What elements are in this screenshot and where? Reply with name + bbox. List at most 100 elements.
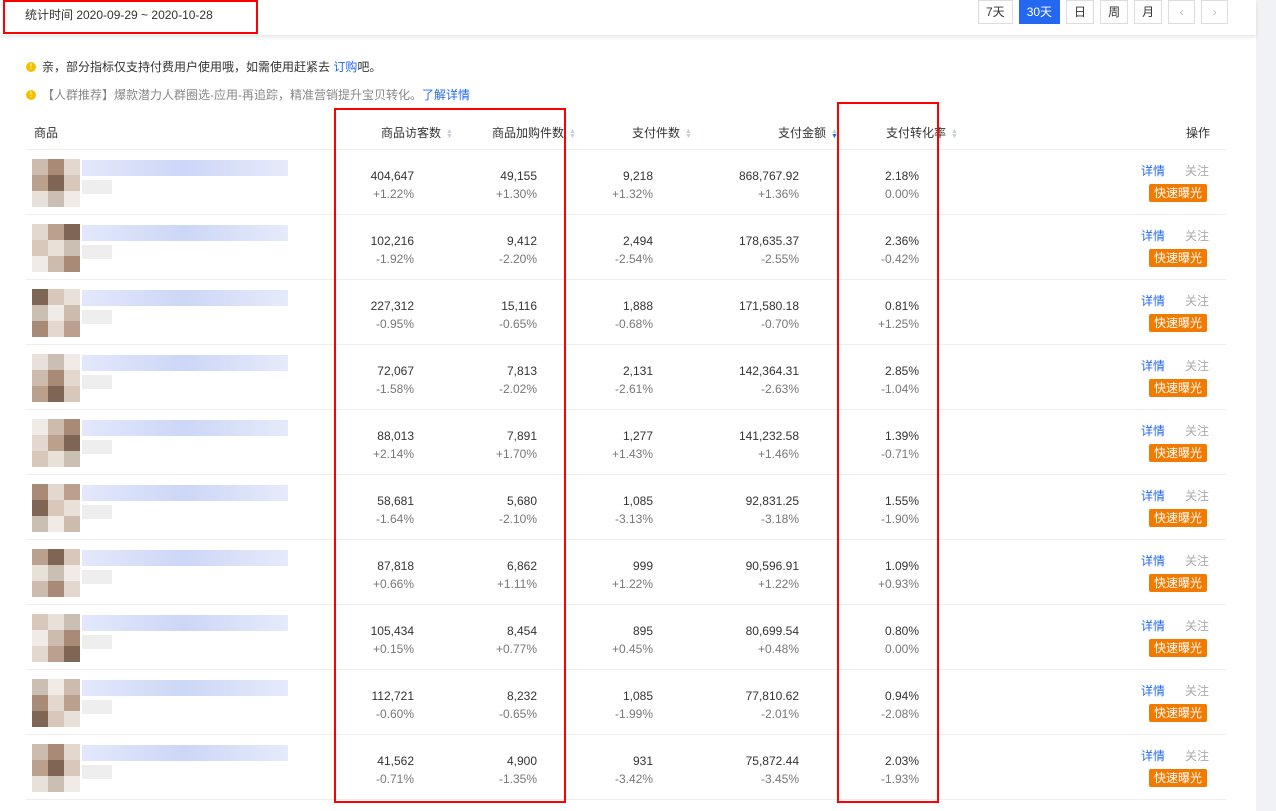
col-visitors[interactable]: 商品访客数 ▲ ▼ <box>380 126 453 140</box>
table-row: 72,067 -1.58% 7,813 -2.02% 2,131 -2.61% 142,36… <box>26 345 1226 410</box>
notice-suffix: 吧。 <box>357 60 382 74</box>
follow-link[interactable]: 关注 <box>1185 294 1210 308</box>
cell-visitors: 227,312 -0.95% <box>370 299 414 331</box>
product-thumbnail[interactable] <box>32 744 80 792</box>
product-thumbnail[interactable] <box>32 419 80 467</box>
cell-pay-items: 895 +0.45% <box>611 624 653 656</box>
col-actions: 操作 <box>1185 126 1210 140</box>
scrollbar-track[interactable] <box>1256 0 1276 811</box>
product-title-blurred[interactable] <box>82 485 288 501</box>
product-title-blurred[interactable] <box>82 615 288 631</box>
table-row: 112,721 -0.60% 8,232 -0.65% 1,085 -1.99% 77,81… <box>26 670 1226 735</box>
follow-link[interactable]: 关注 <box>1185 424 1210 438</box>
cell-conversion: 2.36% -0.42% <box>880 234 919 266</box>
range-month-button[interactable]: 月 <box>1134 0 1163 24</box>
product-title-blurred[interactable] <box>82 745 288 761</box>
cell-pay-items: 999 +1.22% <box>611 559 653 591</box>
product-title-blurred[interactable] <box>82 355 288 371</box>
product-thumbnail[interactable] <box>32 354 80 402</box>
cell-pay-items: 1,085 -3.13% <box>614 494 653 526</box>
range-30d-button[interactable]: 30天 <box>1018 0 1061 24</box>
product-title-blurred[interactable] <box>82 420 288 436</box>
cell-pay-amount: 178,635.37 -2.55% <box>738 234 799 266</box>
col-pay-amount[interactable]: 支付金额 ▲ ▼ <box>777 126 838 140</box>
detail-link[interactable]: 详情 <box>1141 749 1166 763</box>
table-row: 58,681 -1.64% 5,680 -2.10% 1,085 -3.13% 92,831… <box>26 475 1226 540</box>
product-thumbnail[interactable] <box>32 679 80 727</box>
product-title-blurred[interactable] <box>82 550 288 566</box>
sort-icon: ▲ ▼ <box>951 127 958 140</box>
col-cart[interactable]: 商品加购件数 ▲ ▼ <box>491 126 576 140</box>
range-day-button[interactable]: 日 <box>1066 0 1095 24</box>
notice-subscribe: ! 亲，部分指标仅支持付费用户使用哦，如需使用赶紧去 订购吧。 <box>26 58 381 75</box>
col-pay-items[interactable]: 支付件数 ▲ ▼ <box>631 126 692 140</box>
detail-link[interactable]: 详情 <box>1141 489 1166 503</box>
cell-pay-amount: 142,364.31 -2.63% <box>738 364 799 396</box>
product-subtitle-blurred <box>82 180 112 194</box>
product-thumbnail[interactable] <box>32 159 80 207</box>
cell-conversion: 1.55% -1.90% <box>880 494 919 526</box>
boost-button[interactable]: 快速曝光 <box>1149 769 1208 787</box>
next-icon[interactable]: › <box>1201 0 1229 24</box>
cell-cart: 4,900 -1.35% <box>498 754 537 786</box>
product-title-blurred[interactable] <box>82 290 288 306</box>
product-subtitle-blurred <box>82 440 112 454</box>
detail-link[interactable]: 详情 <box>1141 229 1166 243</box>
boost-button[interactable]: 快速曝光 <box>1149 184 1208 202</box>
highlight-box <box>837 102 939 803</box>
table-row: 87,818 +0.66% 6,862 +1.11% 999 +1.22% 90,596.9… <box>26 540 1226 605</box>
cell-pay-amount: 141,232.58 +1.46% <box>738 429 799 461</box>
warning-icon: ! <box>26 61 36 72</box>
product-title-blurred[interactable] <box>82 160 288 176</box>
boost-button[interactable]: 快速曝光 <box>1149 574 1208 592</box>
product-subtitle-blurred <box>82 700 112 714</box>
boost-button[interactable]: 快速曝光 <box>1149 444 1208 462</box>
cell-pay-items: 931 -3.42% <box>614 754 653 786</box>
highlight-box <box>334 108 566 803</box>
follow-link[interactable]: 关注 <box>1185 489 1210 503</box>
boost-button[interactable]: 快速曝光 <box>1149 249 1208 267</box>
cell-cart: 5,680 -2.10% <box>498 494 537 526</box>
cell-visitors: 105,434 +0.15% <box>370 624 414 656</box>
follow-link[interactable]: 关注 <box>1185 619 1210 633</box>
detail-link[interactable]: 详情 <box>1141 619 1166 633</box>
follow-link[interactable]: 关注 <box>1185 359 1210 373</box>
product-thumbnail[interactable] <box>32 549 80 597</box>
cell-conversion: 0.80% 0.00% <box>884 624 919 656</box>
detail-link[interactable]: 详情 <box>1141 359 1166 373</box>
cell-pay-items: 2,131 -2.61% <box>614 364 653 396</box>
boost-button[interactable]: 快速曝光 <box>1149 379 1208 397</box>
cell-conversion: 2.18% 0.00% <box>884 169 919 201</box>
range-7d-button[interactable]: 7天 <box>978 0 1013 24</box>
follow-link[interactable]: 关注 <box>1185 749 1210 763</box>
follow-link[interactable]: 关注 <box>1185 229 1210 243</box>
follow-link[interactable]: 关注 <box>1185 554 1210 568</box>
detail-link[interactable]: 详情 <box>1141 164 1166 178</box>
detail-link[interactable]: 详情 <box>1141 424 1166 438</box>
detail-link[interactable]: 详情 <box>1141 554 1166 568</box>
product-thumbnail[interactable] <box>32 614 80 662</box>
product-thumbnail[interactable] <box>32 224 80 272</box>
range-week-button[interactable]: 周 <box>1100 0 1129 24</box>
follow-link[interactable]: 关注 <box>1185 164 1210 178</box>
product-title-blurred[interactable] <box>82 225 288 241</box>
table-row: 105,434 +0.15% 8,454 +0.77% 895 +0.45% 80,699.… <box>26 605 1226 670</box>
follow-link[interactable]: 关注 <box>1185 684 1210 698</box>
product-thumbnail[interactable] <box>32 289 80 337</box>
subscribe-link[interactable]: 订购 <box>333 60 358 74</box>
detail-link[interactable]: 详情 <box>1141 294 1166 308</box>
product-thumbnail[interactable] <box>32 484 80 532</box>
cell-conversion: 1.39% -0.71% <box>880 429 919 461</box>
product-title-blurred[interactable] <box>82 680 288 696</box>
boost-button[interactable]: 快速曝光 <box>1149 314 1208 332</box>
learn-more-link[interactable]: 了解详情 <box>422 88 471 102</box>
boost-button[interactable]: 快速曝光 <box>1149 639 1208 657</box>
cell-conversion: 2.03% -1.93% <box>880 754 919 786</box>
cell-conversion: 0.81% +1.25% <box>877 299 919 331</box>
detail-link[interactable]: 详情 <box>1141 684 1166 698</box>
prev-icon[interactable]: ‹ <box>1168 0 1196 24</box>
cell-pay-items: 1,085 -1.99% <box>614 689 653 721</box>
boost-button[interactable]: 快速曝光 <box>1149 704 1208 722</box>
boost-button[interactable]: 快速曝光 <box>1149 509 1208 527</box>
col-conversion[interactable]: 支付转化率 ▲ ▼ <box>885 126 958 140</box>
